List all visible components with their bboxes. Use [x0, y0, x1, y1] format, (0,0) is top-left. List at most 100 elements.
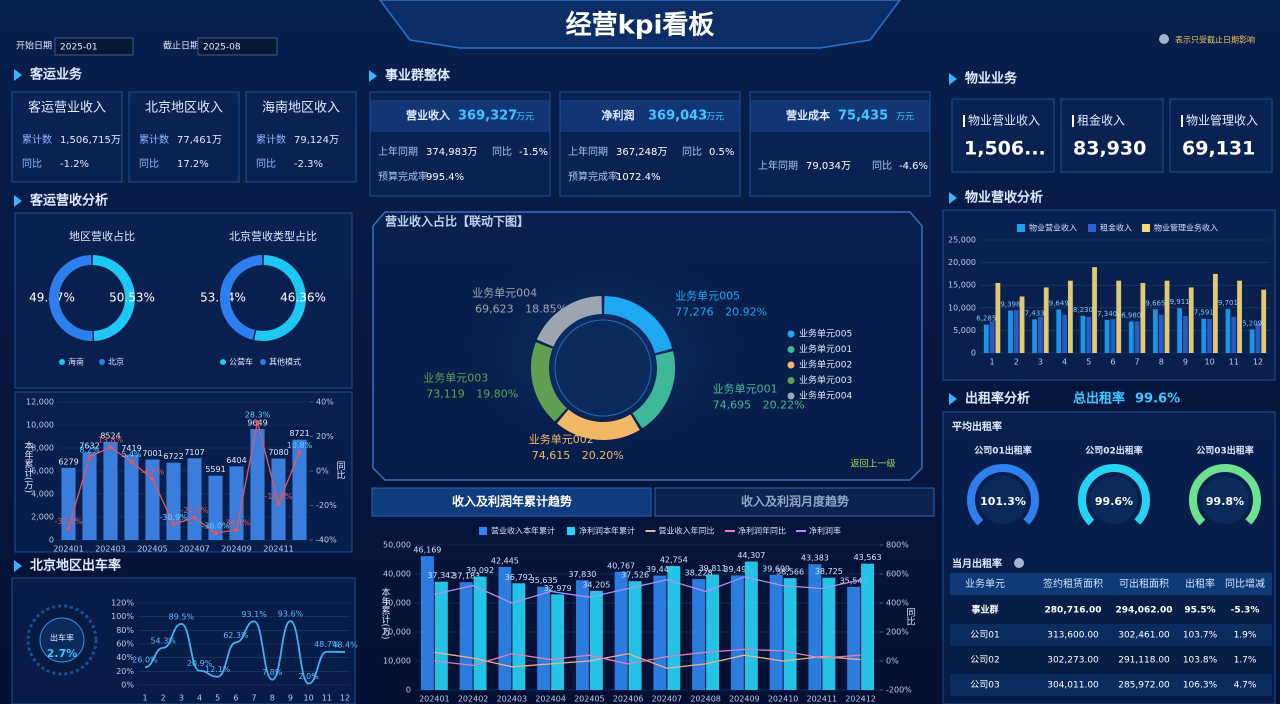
data-label: 13.8% — [98, 436, 124, 445]
card-name: 净利润 — [602, 108, 635, 122]
card-row: 预算完成率 — [568, 170, 618, 183]
kpi-card — [559, 91, 741, 197]
bar — [989, 321, 995, 353]
data-label: 28.3% — [245, 411, 271, 420]
data-label: -18.9% — [264, 492, 293, 501]
card-row: 79,034万 — [806, 161, 851, 172]
x-tick-label: 1 — [990, 358, 995, 367]
kpi-card — [1169, 98, 1273, 173]
y-tick-label: 4,000 — [31, 490, 54, 499]
card-name: 营业收入 — [406, 108, 450, 122]
tab[interactable] — [654, 487, 935, 517]
tab[interactable] — [371, 487, 652, 517]
legend-label: 业务单元005 — [799, 328, 852, 340]
card-unit: 万元 — [896, 113, 914, 123]
pie-value: 69,623 — [475, 303, 514, 316]
y-tick-label: 40,000 — [383, 570, 411, 579]
note-icon — [1159, 34, 1169, 44]
tab-label[interactable]: 收入及利润年累计趋势 — [452, 494, 572, 509]
legend-label: 净利润率 — [809, 526, 841, 536]
line-point — [150, 476, 155, 481]
data-label: 37,830 — [568, 570, 596, 579]
legend-label: 公营车 — [229, 357, 253, 367]
tab-label[interactable]: 收入及利润月度趋势 — [741, 494, 849, 509]
y-tick-label: 60% — [116, 640, 134, 649]
x-tick-label: 10 — [304, 694, 314, 703]
gauge-arc — [1189, 464, 1261, 526]
x-tick-label: 5 — [1086, 358, 1091, 367]
y-tick-label: 25,000 — [948, 236, 976, 245]
data-label: 38,566 — [776, 568, 804, 577]
card-value: 75,435 — [838, 109, 888, 124]
date-label: 开始日期 — [16, 40, 52, 52]
data-label: 20.9% — [187, 659, 213, 668]
bar — [1134, 321, 1140, 353]
table-header: 可出租面积 — [1119, 577, 1169, 590]
kpi-card — [369, 91, 551, 197]
y2-tick-label: 600% — [886, 570, 909, 579]
bar — [292, 439, 307, 540]
gauge-label: 公司03出租率 — [1196, 445, 1254, 457]
donut-inner — [554, 319, 652, 417]
bar — [459, 582, 473, 690]
bar — [628, 581, 642, 690]
y-tick-label: 5,000 — [953, 326, 976, 335]
data-label: 43,563 — [854, 553, 882, 562]
x-tick-label: 202406 — [613, 695, 644, 704]
pie-label: 46.36% — [280, 291, 326, 305]
data-label: 8721 — [289, 429, 309, 438]
legend-swatch — [59, 359, 65, 365]
x-tick-label: 202411 — [807, 695, 838, 704]
table-header — [950, 573, 1272, 595]
y-tick-label: 0% — [121, 681, 134, 690]
bar — [1086, 316, 1092, 353]
data-label: 8.2% — [79, 445, 100, 454]
x-tick-label: 2 — [161, 694, 166, 703]
x-tick-label: 8 — [1159, 358, 1164, 367]
kpi-card — [245, 91, 357, 183]
card-row: 预算完成率 — [378, 170, 428, 183]
data-label: 9,665 — [1145, 299, 1165, 307]
legend-label: 净利润本年累计 — [579, 526, 635, 536]
card-unit: 万元 — [706, 113, 724, 123]
date-value[interactable]: 2025-08 — [203, 43, 241, 53]
data-label: -34.1% — [222, 518, 251, 527]
legend-label: 营业收入本年累计 — [491, 526, 555, 536]
x-tick-label: 7 — [1135, 358, 1140, 367]
x-tick-label: 9 — [1183, 358, 1188, 367]
card-value: -2.3% — [294, 159, 323, 170]
table-cell: 302,461.00 — [1118, 631, 1170, 641]
card-value: 17.2% — [177, 159, 209, 170]
sub-title: 平均出租率 — [952, 420, 1002, 433]
y-tick-label: 8,000 — [31, 444, 54, 453]
pie-segment — [49, 255, 93, 341]
data-label: 9,649 — [1049, 299, 1069, 307]
date-input[interactable] — [54, 37, 134, 56]
table-header: 业务单元 — [965, 577, 1005, 590]
back-link[interactable]: 返回上一级 — [850, 458, 895, 470]
x-tick-label: 202412 — [845, 695, 876, 704]
pie-segment — [536, 296, 603, 348]
date-value[interactable]: 2025-01 — [60, 43, 98, 53]
section-marker — [949, 73, 957, 85]
data-label: 7,340 — [1097, 310, 1117, 318]
bar — [1164, 280, 1170, 353]
bar — [861, 563, 875, 690]
card-row: 374,983万 — [426, 147, 477, 158]
bar — [667, 566, 681, 690]
data-label: 48.4% — [332, 640, 358, 649]
bar — [208, 475, 223, 540]
table-cell: 302,273.00 — [1047, 656, 1099, 666]
data-label: 7,591 — [1194, 309, 1214, 317]
bar — [1201, 318, 1207, 353]
legend-label: 北京 — [108, 357, 124, 367]
card-value: 1,506,715万 — [60, 135, 121, 146]
date-input[interactable] — [197, 37, 278, 56]
legend-swatch — [787, 346, 795, 353]
bar — [614, 571, 628, 690]
card-row: 995.4% — [426, 172, 464, 183]
y2-tick-label: 40% — [316, 398, 334, 407]
card-row: 0.5% — [709, 147, 734, 158]
data-label: 37,183 — [452, 572, 480, 581]
